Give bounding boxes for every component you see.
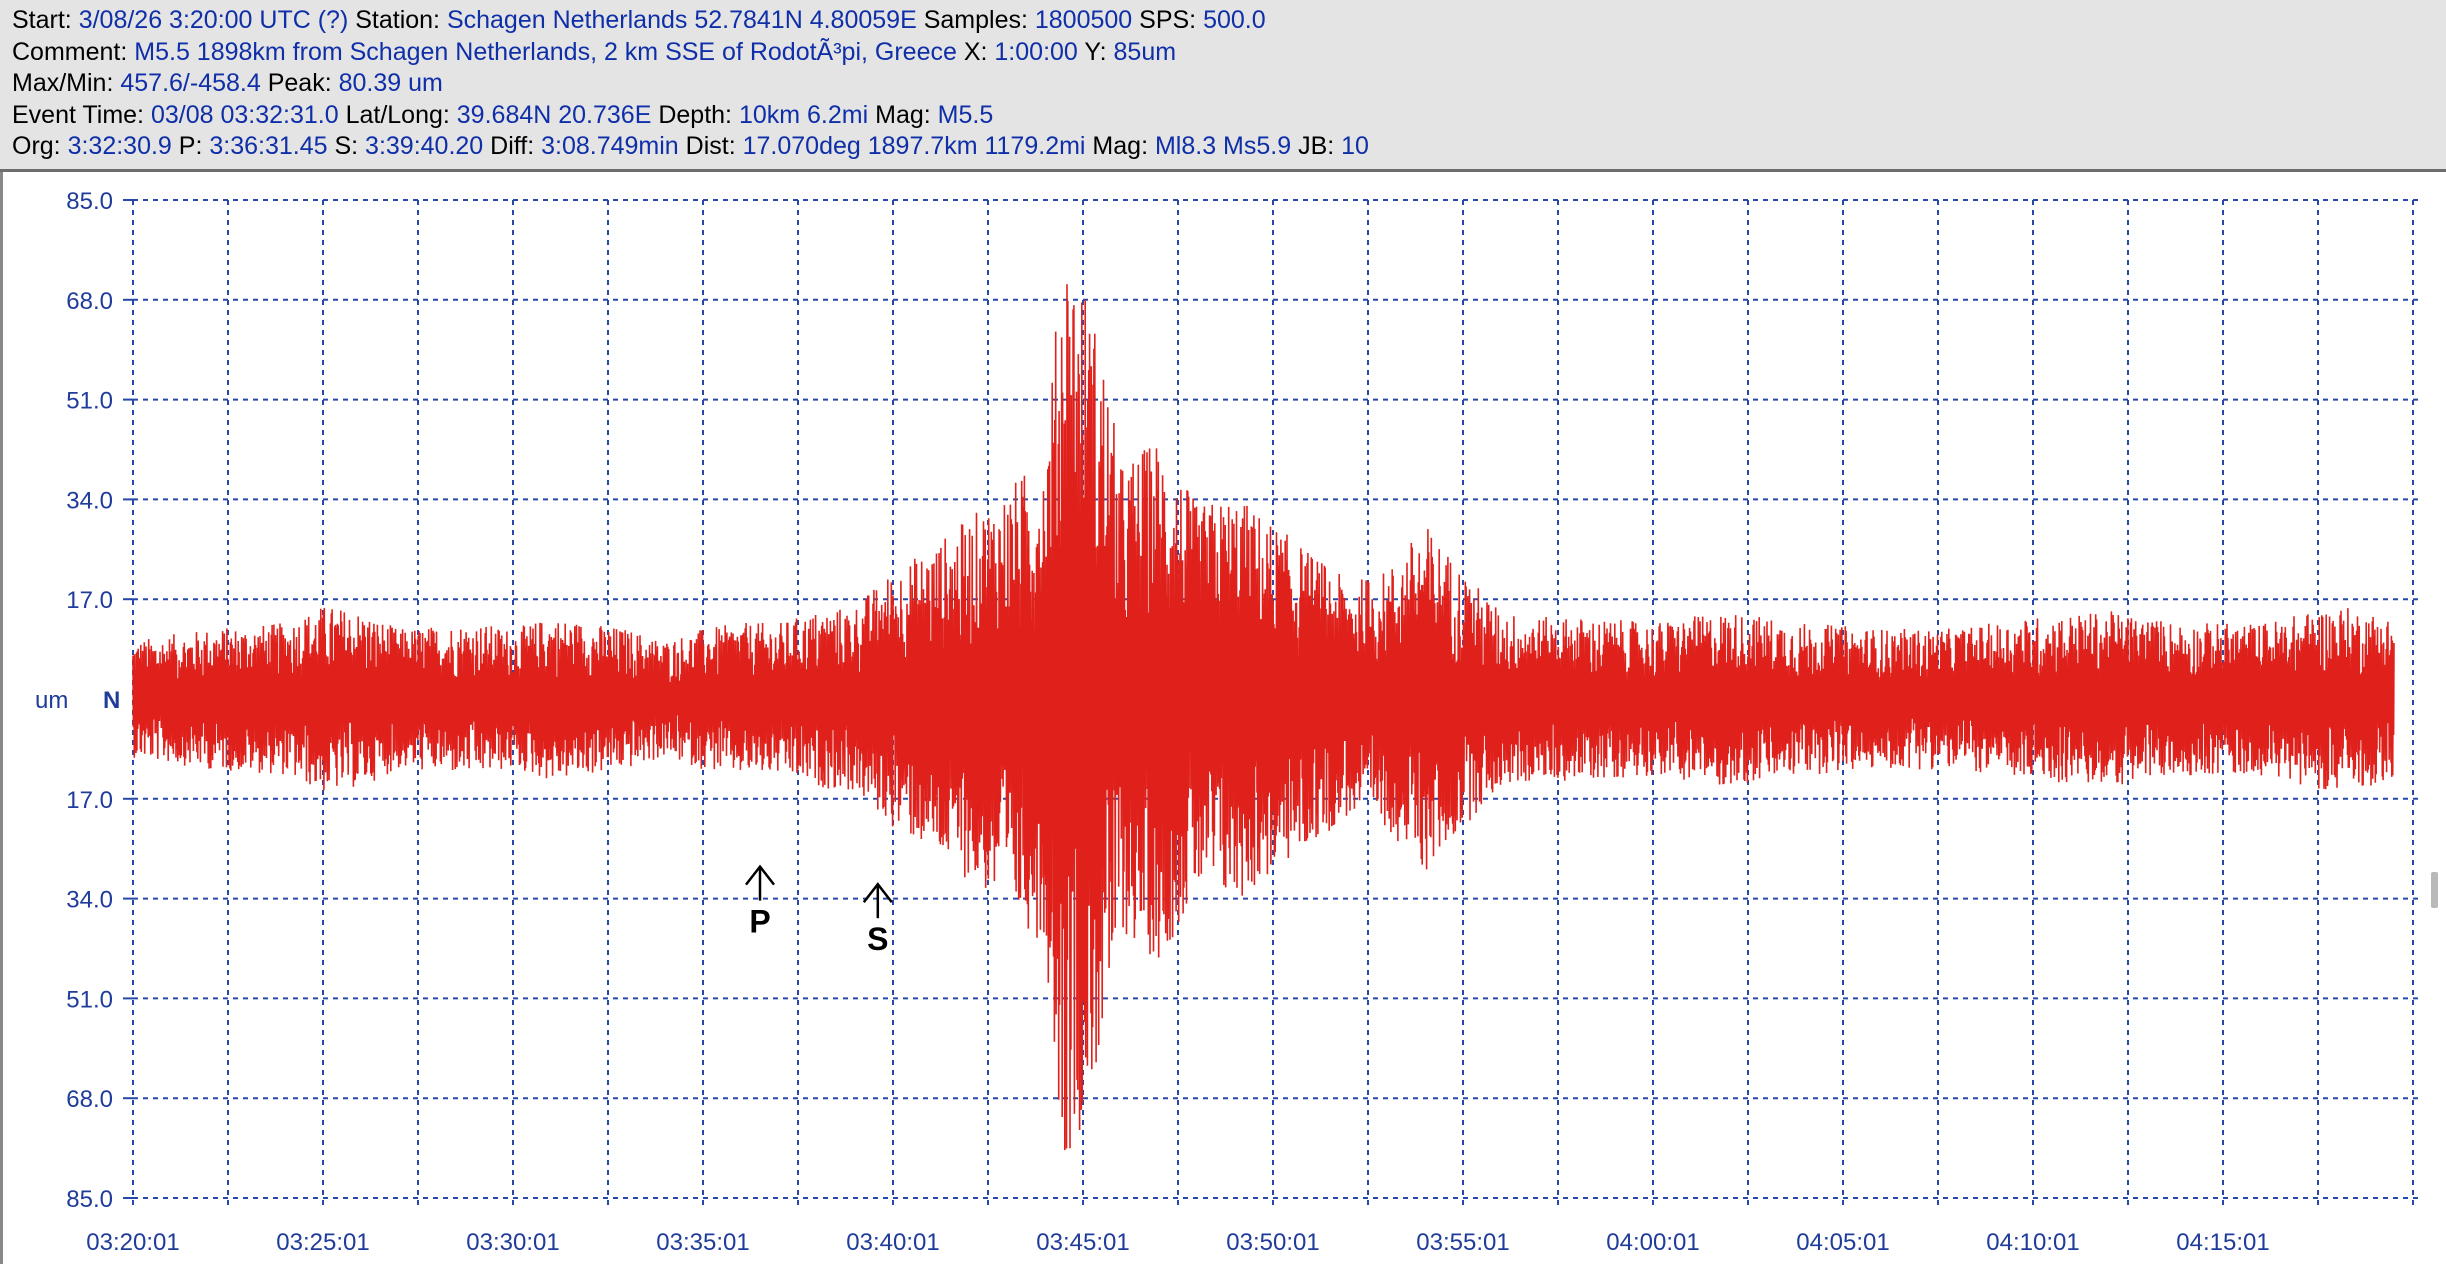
- header-field-label: Org:: [12, 132, 68, 160]
- header-field-value: M5.5 1898km from Schagen Netherlands, 2 …: [134, 37, 957, 66]
- seismogram-chart[interactable]: 85.0 68.0 51.0 34.0 17.0 17.0 34.0 51.0 68.0 85.0…: [3, 172, 2446, 1264]
- header-line-origin: Org: 3:32:30.9 P: 3:36:31.45 S: 3:39:40.…: [12, 131, 2446, 163]
- phase-marker-label: P: [749, 904, 770, 940]
- header-line-maxmin: Max/Min: 457.6/-458.4 Peak: 80.39 um: [12, 68, 2446, 100]
- header-field-value: 457.6/-458.4: [120, 69, 261, 97]
- header-field-value: 10km 6.2mi: [738, 100, 869, 129]
- x-tick-label: 03:40:01: [846, 1229, 939, 1256]
- header-field-label: Lat/Long:: [338, 100, 457, 129]
- y-axis-unit-label: um: [35, 687, 68, 714]
- header-line-start: Start: 3/08/26 3:20:00 UTC (?) Station: …: [12, 5, 2446, 37]
- header-field-label: Max/Min:: [12, 69, 121, 97]
- y-tick-label: 34.0: [66, 487, 113, 514]
- y-tick-label: 17.0: [66, 787, 113, 814]
- x-tick-label: 03:55:01: [1416, 1229, 1509, 1256]
- y-tick-label: 51.0: [66, 388, 113, 415]
- header-field-label: Start:: [12, 6, 79, 34]
- header-field-label: Y:: [1077, 37, 1114, 66]
- phase-arrow-head: [862, 882, 893, 903]
- x-tick-label: 04:10:01: [1986, 1229, 2079, 1256]
- header-field-label: Depth:: [651, 100, 739, 129]
- plot-area[interactable]: 85.0 68.0 51.0 34.0 17.0 17.0 34.0 51.0 68.0 85.0…: [0, 172, 2446, 1264]
- header-field-value: 17.070deg 1897.7km 1179.2mi: [742, 132, 1086, 160]
- header-field-label: Event Time:: [12, 100, 151, 129]
- header-field-value: 3:39:40.20: [365, 132, 484, 160]
- header-line-event: Event Time: 03/08 03:32:31.0 Lat/Long: 3…: [12, 100, 2446, 132]
- x-tick-label: 03:50:01: [1226, 1229, 1319, 1256]
- header-field-value: 3:32:30.9: [67, 132, 172, 160]
- phase-arrow-head: [745, 864, 775, 886]
- x-tick-label: 03:25:01: [276, 1229, 369, 1256]
- header-line-comment: Comment: M5.5 1898km from Schagen Nether…: [12, 37, 2446, 69]
- y-tick-label: 51.0: [66, 986, 113, 1013]
- x-tick-label: 03:30:01: [466, 1229, 559, 1256]
- y-tick-label: 17.0: [66, 587, 113, 614]
- header-field-label: Station:: [348, 6, 447, 34]
- header-field-value: 03/08 03:32:31.0: [150, 100, 339, 129]
- seismogram-trace: [132, 284, 2395, 1151]
- x-tick-label: 03:45:01: [1036, 1229, 1129, 1256]
- header-field-label: Comment:: [12, 37, 135, 66]
- header-field-value: 39.684N 20.736E: [456, 100, 652, 129]
- header-field-label: Peak:: [260, 69, 339, 97]
- y-tick-label: 85.0: [66, 1186, 113, 1213]
- header-field-label: JB:: [1291, 132, 1342, 160]
- header-field-value: 3/08/26 3:20:00 UTC (?): [78, 6, 349, 34]
- x-tick-label: 04:15:01: [2176, 1229, 2269, 1256]
- header-field-label: P:: [171, 132, 210, 160]
- header-field-value: 85um: [1113, 37, 1177, 66]
- header-field-value: M5.5: [937, 100, 994, 129]
- x-tick-label: 04:05:01: [1796, 1229, 1889, 1256]
- y-tick-label: 85.0: [66, 188, 113, 215]
- header-field-value: 1800500: [1034, 6, 1133, 34]
- header-field-label: Mag:: [868, 100, 938, 129]
- header-field-value: Ml8.3 Ms5.9: [1154, 132, 1292, 160]
- y-tick-label: 68.0: [66, 288, 113, 315]
- header-field-value: 3:36:31.45: [209, 132, 328, 160]
- info-header: Start: 3/08/26 3:20:00 UTC (?) Station: …: [0, 0, 2446, 172]
- header-field-label: Samples:: [916, 6, 1035, 34]
- header-field-value: 1:00:00: [994, 37, 1078, 66]
- header-field-value: Schagen Netherlands 52.7841N 4.80059E: [446, 6, 917, 34]
- scrollbar-thumb[interactable]: [2431, 872, 2438, 908]
- y-tick-label: 34.0: [66, 887, 113, 914]
- header-field-label: Diff:: [483, 132, 542, 160]
- header-field-value: 10: [1341, 132, 1369, 160]
- header-field-label: SPS:: [1132, 6, 1204, 34]
- header-field-value: 3:08.749min: [541, 132, 679, 160]
- header-field-label: S:: [327, 132, 366, 160]
- x-tick-label: 03:35:01: [656, 1229, 749, 1256]
- header-field-label: Dist:: [678, 132, 743, 160]
- header-field-value: 500.0: [1203, 6, 1266, 34]
- header-field-label: Mag:: [1085, 132, 1155, 160]
- phase-marker-label: S: [867, 921, 888, 957]
- y-tick-label: 68.0: [66, 1086, 113, 1113]
- header-field-label: X:: [956, 37, 995, 66]
- channel-label: N: [103, 687, 120, 714]
- header-field-value: 80.39 um: [338, 69, 443, 97]
- x-tick-label: 04:00:01: [1606, 1229, 1699, 1256]
- x-tick-label: 03:20:01: [86, 1229, 179, 1256]
